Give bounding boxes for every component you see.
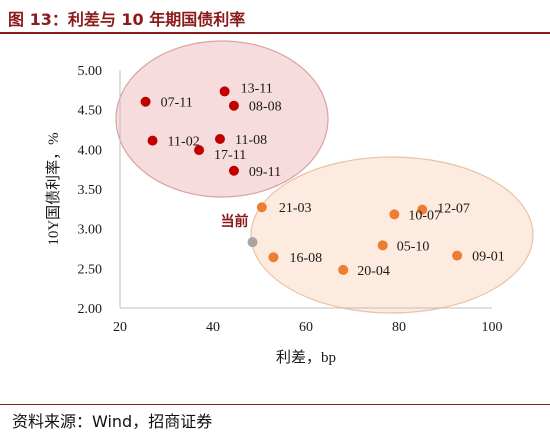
footer-divider xyxy=(0,404,550,405)
point-label: 05-10 xyxy=(397,239,430,254)
point-label: 13-11 xyxy=(241,81,273,96)
orange-cluster-ellipse xyxy=(250,156,534,314)
point-label: 20-04 xyxy=(357,264,390,279)
x-tick-label: 80 xyxy=(392,320,406,335)
data-point xyxy=(228,100,239,111)
current-point-label: 当前 xyxy=(221,213,249,230)
point-label: 10-07 xyxy=(408,208,441,223)
title-bar: 图 13：利差与 10 年期国债利率 xyxy=(0,0,550,34)
source-note: 资料来源：Wind，招商证券 xyxy=(12,412,213,431)
figure-title: 图 13：利差与 10 年期国债利率 xyxy=(8,10,246,29)
scatter-chart: 2.00 2.50 3.00 3.50 4.00 4.50 5.00 20 40 60 80 100 利… xyxy=(45,40,534,366)
y-tick-label: 3.00 xyxy=(78,223,103,238)
y-tick-label: 2.50 xyxy=(78,262,103,277)
x-tick-label: 40 xyxy=(206,320,220,335)
data-point xyxy=(417,204,428,215)
point-label: 09-01 xyxy=(472,250,505,265)
point-label: 21-03 xyxy=(279,201,312,216)
data-point xyxy=(338,264,349,275)
red-cluster-ellipse xyxy=(115,40,329,198)
point-label: 12-07 xyxy=(437,202,470,217)
axes: 2.00 2.50 3.00 3.50 4.00 4.50 5.00 20 40 60 80 100 利… xyxy=(45,64,503,366)
data-point xyxy=(377,240,388,251)
data-point xyxy=(452,250,463,261)
data-point xyxy=(214,134,225,145)
x-tick-label: 20 xyxy=(113,320,127,335)
x-tick-label: 60 xyxy=(299,320,313,335)
y-tick-label: 5.00 xyxy=(78,64,103,79)
y-tick-label: 4.50 xyxy=(78,104,103,119)
current-point xyxy=(247,237,258,248)
point-label: 08-08 xyxy=(249,100,282,115)
data-point xyxy=(219,86,230,97)
data-point xyxy=(147,135,158,146)
data-point xyxy=(256,202,267,213)
data-point xyxy=(194,145,205,156)
point-label: 11-02 xyxy=(168,135,200,150)
data-point xyxy=(228,165,239,176)
point-label: 16-08 xyxy=(289,251,322,266)
x-axis-title: 利差，bp xyxy=(276,349,336,366)
point-label: 11-08 xyxy=(235,133,267,148)
point-label: 07-11 xyxy=(161,96,193,111)
data-point xyxy=(140,96,151,107)
data-point xyxy=(389,209,400,220)
y-tick-label: 4.00 xyxy=(78,143,103,158)
data-point xyxy=(268,252,279,263)
title-divider xyxy=(0,32,550,34)
y-axis-title: 10Y国债利率，% xyxy=(45,132,62,245)
y-tick-label: 2.00 xyxy=(78,302,103,317)
x-tick-label: 100 xyxy=(482,320,503,335)
point-label: 09-11 xyxy=(249,165,281,180)
point-label: 17-11 xyxy=(214,148,246,163)
y-tick-label: 3.50 xyxy=(78,183,103,198)
